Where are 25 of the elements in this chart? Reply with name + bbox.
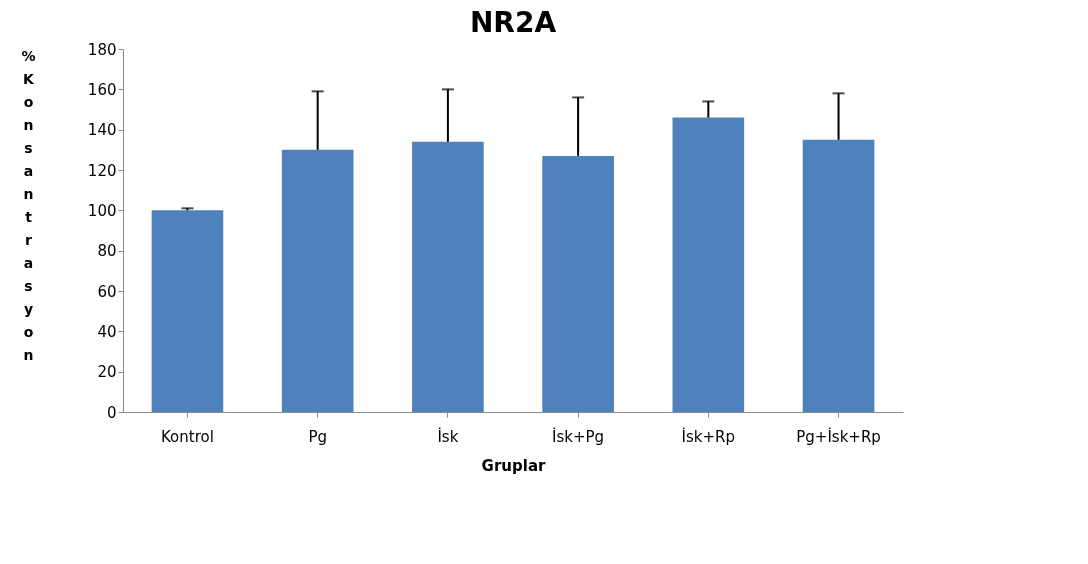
- x-tick-label: İsk+Pg: [552, 426, 605, 446]
- x-tick-label: İsk+Rp: [681, 426, 736, 446]
- bar: [412, 141, 484, 412]
- y-tick-label: 20: [97, 363, 117, 382]
- y-tick-label: 80: [97, 242, 117, 261]
- y-tick-label: 120: [87, 161, 117, 180]
- text: % Konsantrasyon: [21, 47, 36, 363]
- bar: [672, 117, 745, 412]
- y-tick-label: 60: [97, 282, 117, 301]
- x-tick-label: Pg+İsk+Rp: [796, 426, 881, 446]
- x-tick-label: Kontrol: [161, 427, 214, 446]
- y-tick-label: 0: [106, 403, 117, 422]
- x-tick-label: Pg: [308, 427, 327, 446]
- y-tick-label: 160: [87, 80, 117, 99]
- y-tick-label: 100: [87, 201, 117, 220]
- x-axis-title: Gruplar: [481, 456, 546, 475]
- x-tick-label: İsk: [437, 426, 459, 446]
- y-tick-label: 140: [87, 121, 117, 140]
- bar: [802, 139, 875, 412]
- chart-title: NR2A: [469, 6, 557, 39]
- bar: [151, 210, 224, 412]
- y-tick-label: 40: [97, 322, 117, 341]
- bar: [542, 155, 614, 412]
- bar: [281, 149, 354, 412]
- y-tick-label: 180: [87, 40, 117, 59]
